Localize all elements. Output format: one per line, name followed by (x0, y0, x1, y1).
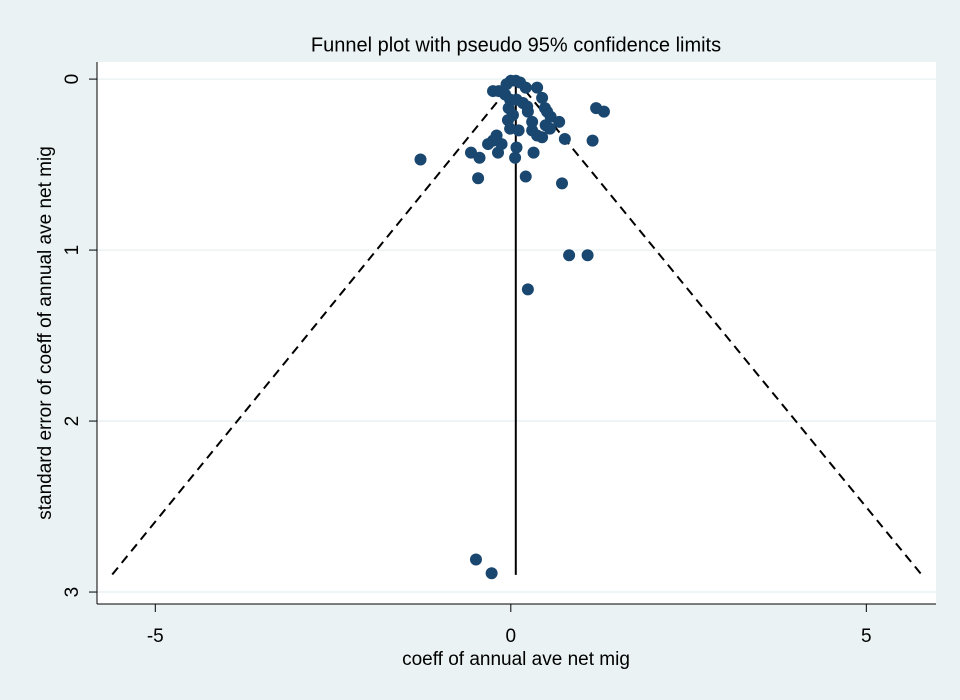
y-tick-label: 2 (62, 416, 83, 427)
point (414, 153, 427, 166)
y-tick-label: 0 (62, 74, 83, 85)
y-tick-label: 1 (62, 245, 83, 256)
x-tick-label: -5 (147, 626, 164, 647)
point (543, 122, 556, 135)
point (519, 170, 532, 183)
x-tick-label: 0 (506, 626, 517, 647)
point (482, 138, 495, 151)
point (597, 105, 610, 118)
point (509, 151, 522, 164)
point (527, 146, 540, 159)
point (469, 553, 482, 566)
funnel-line (515, 78, 923, 576)
point (492, 146, 505, 159)
point (519, 81, 532, 94)
point (500, 78, 513, 91)
point (536, 91, 549, 104)
point (512, 124, 525, 137)
point (473, 151, 486, 164)
point (521, 105, 534, 118)
point (531, 81, 544, 94)
point (521, 283, 534, 296)
point (586, 134, 599, 147)
point (581, 249, 594, 262)
point (553, 115, 566, 128)
point (510, 141, 523, 154)
x-tick-label: 5 (861, 626, 872, 647)
point (558, 132, 571, 145)
x-axis-label: coeff of annual ave net mig (402, 649, 630, 670)
point (526, 115, 539, 128)
chart-title: Funnel plot with pseudo 95% confidence l… (311, 34, 721, 56)
point (487, 85, 500, 98)
point (563, 249, 576, 262)
point (536, 131, 549, 144)
funnel-line (111, 78, 517, 576)
y-axis-label: standard error of coeff of annual ave ne… (35, 146, 56, 520)
point (472, 172, 485, 185)
point (556, 177, 569, 190)
y-tick-label: 3 (62, 587, 83, 598)
point (485, 567, 498, 580)
